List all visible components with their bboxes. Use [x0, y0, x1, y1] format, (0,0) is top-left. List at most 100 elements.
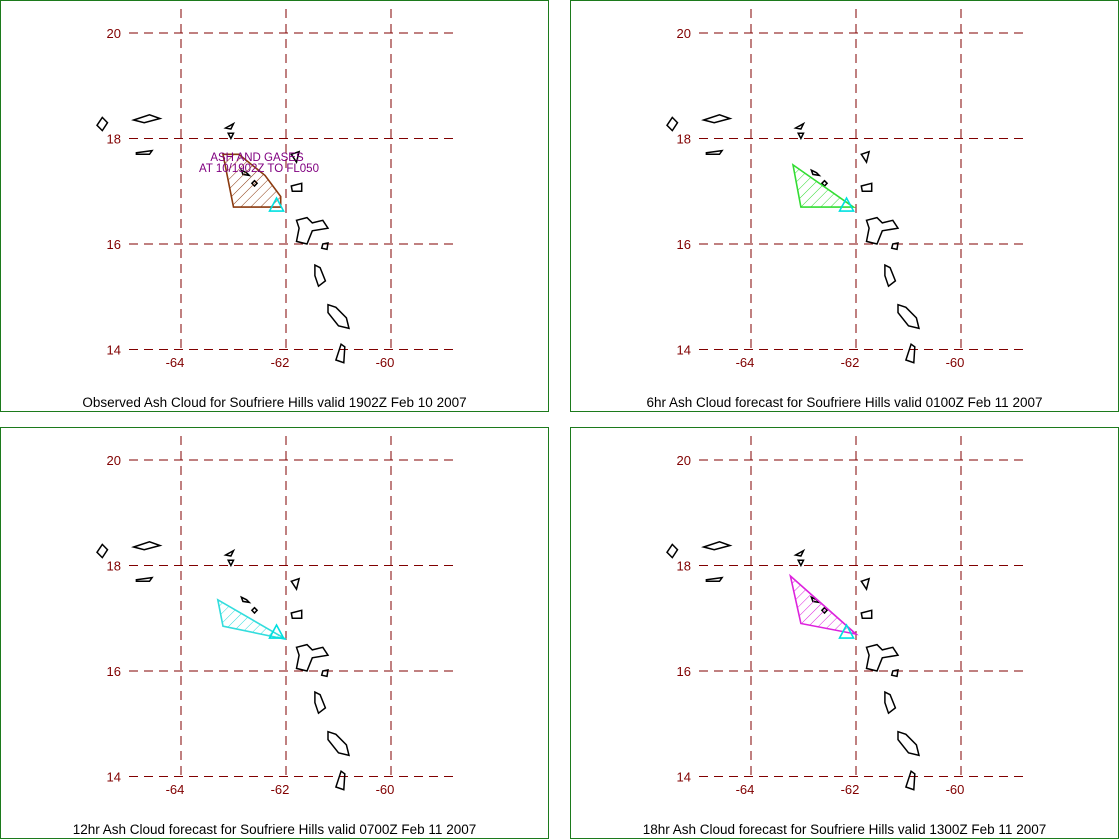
lon-tick-label: -60 [376, 782, 395, 797]
panel-caption: 18hr Ash Cloud forecast for Soufriere Hi… [642, 822, 1047, 837]
volcano-triangle-icon [268, 623, 285, 639]
island-marie-galante [320, 241, 329, 251]
lon-tick-label: -62 [841, 355, 860, 370]
map-panel-12hr: 20 18 16 14 -64 -62 -60 12hr Ash Cloud forecas… [0, 427, 549, 839]
volcano-triangle-icon [838, 196, 855, 212]
island-guadeloupe [865, 216, 900, 245]
island-st-lucia [904, 342, 916, 364]
island-martinique [327, 303, 351, 330]
island-anguilla [223, 121, 236, 130]
lat-tick-label: 18 [677, 559, 691, 574]
island-marie-galante [320, 668, 329, 678]
map-canvas: 20 18 16 14 -64 -62 -60 [96, 436, 459, 797]
island-martinique [327, 730, 351, 757]
island-dominica [884, 690, 897, 715]
island-barbuda [290, 577, 301, 592]
map-canvas: 20 18 16 14 -64 -62 -60 [666, 436, 1029, 797]
island-marie-galante [890, 241, 899, 251]
lat-tick-label: 14 [677, 343, 691, 358]
island-virgin-islands [701, 541, 733, 551]
panel-caption: 6hr Ash Cloud forecast for Soufriere Hil… [646, 395, 1043, 410]
island-st-martin [226, 132, 235, 141]
island-st-martin [796, 132, 805, 141]
lat-tick-label: 14 [107, 343, 121, 358]
island-guadeloupe [295, 216, 330, 245]
island-guadeloupe [865, 643, 900, 672]
island-virgin-islands [701, 114, 733, 124]
island-puerto-rico-east [666, 543, 679, 559]
lon-tick-label: -60 [946, 782, 965, 797]
island-st-croix [135, 576, 154, 583]
lon-tick-label: -62 [271, 355, 290, 370]
map-panel-observed: 20 18 16 14 -64 -62 -60 ASH AND GASES AT 10/1902… [0, 0, 549, 412]
ash-annotation-line1: ASH AND GASES [210, 152, 304, 164]
island-anguilla [223, 548, 236, 557]
ash-cloud-polygon [791, 163, 856, 208]
lon-tick-label: -64 [736, 782, 755, 797]
lon-tick-label: -60 [376, 355, 395, 370]
lon-tick-label: -64 [166, 355, 185, 370]
island-antigua [860, 609, 873, 620]
island-barbuda [860, 577, 871, 592]
island-st-martin [226, 559, 235, 568]
volcano-triangle-icon [268, 196, 285, 212]
island-antigua [860, 182, 873, 193]
map-canvas: 20 18 16 14 -64 -62 -60 [666, 9, 1029, 370]
map-panel-6hr: 20 18 16 14 -64 -62 -60 6hr Ash Cloud forecast… [570, 0, 1119, 412]
lon-tick-label: -64 [736, 355, 755, 370]
lat-tick-label: 14 [677, 770, 691, 785]
island-barbuda [860, 150, 871, 165]
island-st-croix [705, 149, 724, 156]
lat-tick-label: 18 [107, 132, 121, 147]
island-puerto-rico-east [666, 116, 679, 132]
island-st-lucia [334, 342, 346, 364]
island-antigua [290, 609, 303, 620]
island-puerto-rico-east [96, 116, 109, 132]
lat-tick-label: 14 [107, 770, 121, 785]
lat-tick-label: 20 [677, 26, 691, 41]
volcano-triangle-icon [838, 623, 855, 639]
lat-tick-label: 20 [107, 453, 121, 468]
lon-tick-label: -60 [946, 355, 965, 370]
island-anguilla [793, 548, 806, 557]
lat-tick-label: 16 [677, 237, 691, 252]
island-st-kitts [810, 168, 822, 177]
island-st-lucia [904, 769, 916, 791]
ash-annotation-line2: AT 10/1902Z TO FL050 [199, 163, 319, 175]
island-antigua [290, 182, 303, 193]
lat-tick-label: 20 [107, 26, 121, 41]
island-martinique [897, 303, 921, 330]
lon-tick-label: -62 [271, 782, 290, 797]
island-marie-galante [890, 668, 899, 678]
island-virgin-islands [131, 541, 163, 551]
island-nevis [250, 606, 259, 615]
island-guadeloupe [295, 643, 330, 672]
island-dominica [314, 263, 327, 288]
ash-cloud-polygon [216, 598, 287, 641]
island-anguilla [793, 121, 806, 130]
panel-caption: 12hr Ash Cloud forecast for Soufriere Hi… [72, 822, 477, 837]
lat-tick-label: 16 [677, 664, 691, 679]
lat-tick-label: 18 [107, 559, 121, 574]
island-dominica [314, 690, 327, 715]
lon-tick-label: -64 [166, 782, 185, 797]
island-martinique [897, 730, 921, 757]
island-dominica [884, 263, 897, 288]
map-panel-18hr: 20 18 16 14 -64 -62 -60 18hr Ash Cloud forecas… [570, 427, 1119, 839]
island-st-martin [796, 559, 805, 568]
lat-tick-label: 20 [677, 453, 691, 468]
lat-tick-label: 16 [107, 237, 121, 252]
island-barbuda [290, 150, 301, 165]
island-virgin-islands [131, 114, 163, 124]
ash-cloud-polygon [222, 153, 282, 208]
island-puerto-rico-east [96, 543, 109, 559]
lat-tick-label: 16 [107, 664, 121, 679]
lat-tick-label: 18 [677, 132, 691, 147]
island-st-croix [705, 576, 724, 583]
island-st-kitts [240, 595, 252, 604]
island-st-croix [135, 149, 154, 156]
panel-caption: Observed Ash Cloud for Soufriere Hills v… [82, 395, 467, 410]
island-st-lucia [334, 769, 346, 791]
lon-tick-label: -62 [841, 782, 860, 797]
